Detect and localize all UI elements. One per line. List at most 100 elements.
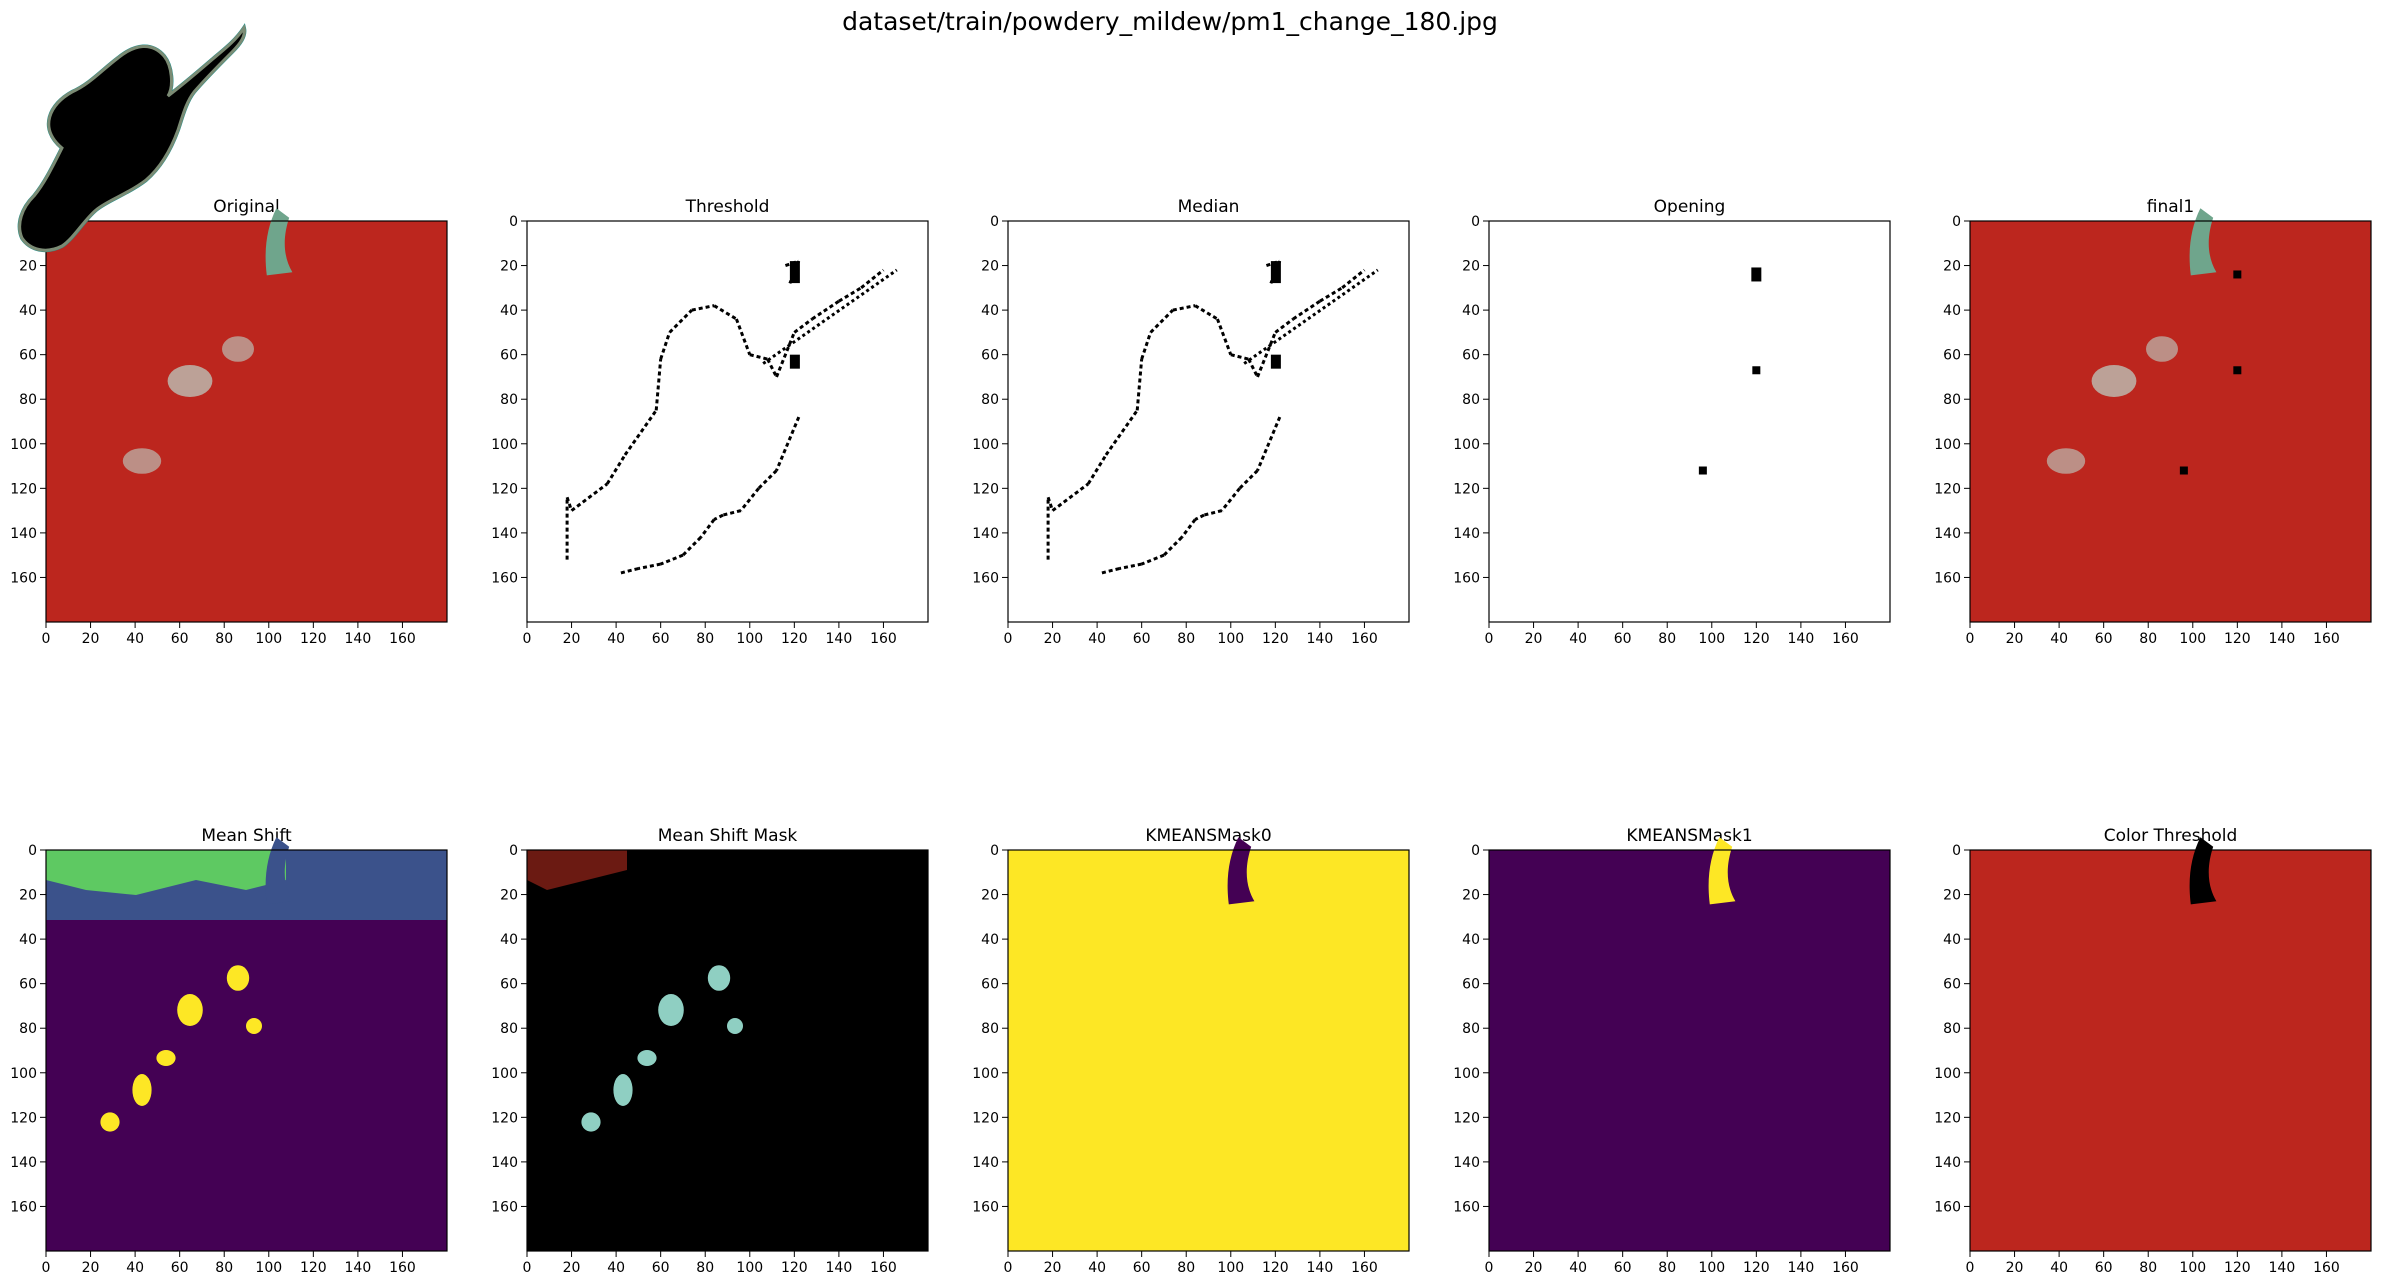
y-tick-label: 140: [972, 1155, 999, 1171]
x-tick-label: 60: [2095, 631, 2113, 647]
x-tick-label: 140: [826, 1260, 853, 1276]
edge-segment: [722, 509, 742, 517]
x-tick-label: 60: [1614, 1260, 1632, 1276]
y-tick-label: 0: [28, 843, 37, 859]
panel-image: [527, 850, 928, 1251]
y-tick-label: 100: [1934, 437, 1961, 453]
y-tick-label: 120: [491, 1110, 518, 1126]
x-tick-label: 100: [1217, 1260, 1244, 1276]
x-tick-label: 80: [1177, 631, 1195, 647]
edge-segment: [1135, 358, 1144, 411]
edge-segment: [1180, 518, 1197, 539]
y-tick-label: 100: [1934, 1066, 1961, 1082]
edge-segment: [1046, 496, 1054, 512]
x-tick-label: 80: [1658, 1260, 1676, 1276]
y-tick-label: 0: [1471, 843, 1480, 859]
edge-segment: [838, 286, 862, 303]
y-axis: 0 20 40 60 80 100 120 140 160: [491, 843, 527, 1215]
y-tick-label: 120: [1453, 1110, 1480, 1126]
edge-segment: [713, 513, 724, 521]
y-tick-label: 160: [972, 570, 999, 586]
image-background: [1970, 221, 2371, 622]
y-tick-label: 100: [491, 437, 518, 453]
x-tick-label: 0: [1485, 631, 1494, 647]
panel-kmeans-mask0: KMEANSMask0 0 20 40 60 80 100 120 140 160 0 20 40 60 8…: [972, 826, 1410, 1276]
edge-segment: [860, 268, 885, 290]
x-tick-label: 80: [215, 1260, 233, 1276]
mildew-patch: [2046, 448, 2086, 474]
mildew-patch: [167, 365, 213, 397]
x-tick-label: 100: [255, 1260, 282, 1276]
image-background: [1489, 850, 1890, 1251]
panel-image: [1489, 837, 1890, 1251]
x-tick-label: 20: [82, 1260, 100, 1276]
y-tick-label: 40: [1943, 932, 1961, 948]
detected-spot: [1698, 466, 1707, 475]
x-tick-label: 160: [2313, 631, 2340, 647]
x-tick-label: 120: [300, 1260, 327, 1276]
edge-segment: [654, 358, 663, 411]
image-background: [1008, 850, 1409, 1251]
edge-segment: [1216, 318, 1233, 356]
edge-segment: [1086, 454, 1108, 485]
y-tick-label: 120: [10, 481, 37, 497]
x-tick-label: 140: [2269, 631, 2296, 647]
x-axis: 0 20 40 60 80 100 120 140 160: [1485, 1251, 1859, 1276]
leaf-mask: [1227, 837, 1255, 905]
edge-segment: [1104, 409, 1139, 456]
y-tick-label: 120: [491, 481, 518, 497]
y-tick-label: 40: [19, 303, 37, 319]
edge-segment: [1141, 553, 1165, 566]
x-tick-label: 120: [781, 1260, 808, 1276]
edge-segment: [1203, 509, 1223, 517]
x-tick-label: 20: [1044, 1260, 1062, 1276]
x-tick-label: 0: [1966, 631, 1975, 647]
y-tick-label: 80: [1943, 1021, 1961, 1037]
edge-segment: [775, 331, 796, 378]
y-tick-label: 140: [10, 526, 37, 542]
x-tick-label: 20: [82, 631, 100, 647]
x-tick-label: 100: [736, 1260, 763, 1276]
y-tick-label: 20: [500, 888, 518, 904]
x-tick-label: 40: [126, 631, 144, 647]
image-background: [1008, 221, 1409, 622]
edge-segment: [735, 318, 752, 356]
y-tick-label: 0: [990, 214, 999, 230]
x-tick-label: 40: [1569, 1260, 1587, 1276]
x-tick-label: 140: [1307, 631, 1334, 647]
panel-final1: final1 0 20 40 60 80 100 120 140 160 0 20 40 60 80 100 1…: [1934, 197, 2372, 647]
x-tick-label: 140: [1788, 631, 1815, 647]
y-axis: 0 20 40 60 80 100 120 140 160: [1934, 843, 1970, 1215]
y-tick-label: 20: [1943, 259, 1961, 275]
y-tick-label: 100: [10, 437, 37, 453]
panel-title: Original: [213, 197, 280, 217]
x-axis: 0 20 40 60 80 100 120 140 160: [1966, 622, 2340, 647]
y-tick-label: 60: [1462, 977, 1480, 993]
y-tick-label: 60: [981, 977, 999, 993]
edge-segment: [1256, 331, 1277, 378]
y-axis: 0 20 40 60 80 100 120 140 160: [10, 843, 46, 1215]
edge-segment: [739, 487, 760, 512]
x-tick-label: 0: [1966, 1260, 1975, 1276]
edge-segment: [757, 469, 778, 490]
y-axis: 0 20 40 60 80 100 120 140 160: [1453, 214, 1489, 586]
edge-segment: [659, 331, 672, 360]
y-tick-label: 20: [500, 259, 518, 275]
x-tick-label: 100: [2179, 1260, 2206, 1276]
x-tick-label: 140: [345, 631, 372, 647]
edge-segment: [681, 536, 702, 557]
y-tick-label: 140: [1453, 1155, 1480, 1171]
y-tick-label: 160: [1453, 570, 1480, 586]
x-tick-label: 160: [1832, 631, 1859, 647]
x-tick-label: 20: [2006, 631, 2024, 647]
x-tick-label: 40: [1088, 631, 1106, 647]
segment-top: [46, 850, 286, 895]
x-tick-label: 40: [126, 1260, 144, 1276]
y-tick-label: 140: [1453, 526, 1480, 542]
x-tick-label: 60: [1133, 631, 1151, 647]
axes-frame: [526, 849, 929, 1252]
panel-image: [46, 837, 447, 1251]
edge-segment: [749, 353, 768, 361]
x-tick-label: 40: [1088, 1260, 1106, 1276]
